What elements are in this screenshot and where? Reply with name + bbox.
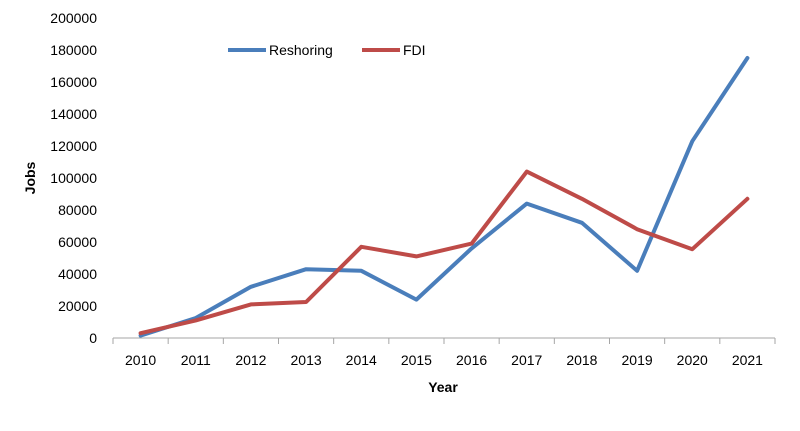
- y-tick-label: 200000: [50, 10, 97, 26]
- y-tick-label: 100000: [50, 170, 97, 186]
- x-tick-label: 2013: [291, 352, 322, 368]
- y-tick-label: 20000: [58, 298, 97, 314]
- x-tick-label: 2012: [235, 352, 266, 368]
- legend: Reshoring FDI: [228, 42, 426, 58]
- y-tick-label: 60000: [58, 234, 97, 250]
- x-axis-title: Year: [428, 379, 458, 395]
- y-tick-label: 120000: [50, 138, 97, 154]
- x-tick-label: 2017: [511, 352, 542, 368]
- y-tick-label: 180000: [50, 42, 97, 58]
- y-tick-label: 0: [89, 330, 97, 346]
- x-tick-label: 2011: [181, 352, 211, 368]
- x-tick-label: 2019: [622, 352, 653, 368]
- x-tick-label: 2015: [401, 352, 432, 368]
- legend-label: Reshoring: [269, 42, 333, 58]
- x-tick-label: 2020: [677, 352, 708, 368]
- legend-label: FDI: [403, 42, 426, 58]
- y-tick-label: 160000: [50, 74, 97, 90]
- x-tick-label: 2018: [566, 352, 597, 368]
- series-lines: [138, 56, 750, 338]
- y-tick-label: 40000: [58, 266, 97, 282]
- y-tick-label: 140000: [50, 106, 97, 122]
- series-line-reshoring: [138, 56, 750, 338]
- x-tick-label: 2014: [346, 352, 377, 368]
- x-tick-label: 2010: [125, 352, 156, 368]
- y-tick-label: 80000: [58, 202, 97, 218]
- y-axis-title: Jobs: [22, 161, 38, 194]
- series-line-fdi: [138, 169, 750, 336]
- x-axis: 2010 2011 2012 2013 2014 2015 2016 2017 2018 2019…: [112, 337, 776, 368]
- x-tick-label: 2021: [732, 352, 763, 368]
- x-tick-label: 2016: [456, 352, 487, 368]
- y-axis-ticks: 0 20000 40000 60000 80000 100000 120000 140000 1…: [50, 10, 97, 346]
